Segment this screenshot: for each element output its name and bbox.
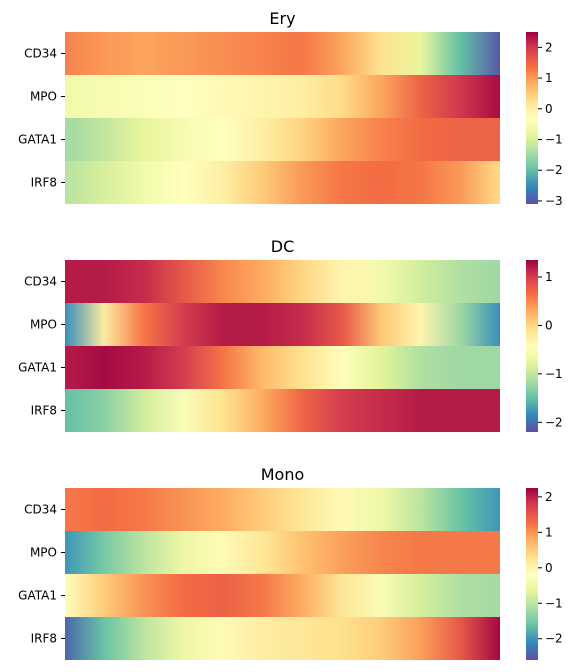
heatmap-panel-ery: Ery CD34 MPO GATA1 IRF8 2 1 0 −1 −2 −3 (18, 9, 563, 208)
colorbar-tick-label: 2 (545, 490, 553, 504)
colorbar-tick-label: −2 (545, 632, 563, 646)
colorbar-tick-label: 0 (545, 318, 553, 332)
row-label: MPO (30, 318, 57, 332)
heatmap-row-gata1 (65, 574, 500, 617)
row-label: IRF8 (31, 404, 57, 418)
heatmap-row-cd34 (65, 32, 500, 75)
colorbar-tick-label: 1 (545, 71, 553, 85)
heatmap-row-cd34 (65, 488, 500, 531)
panel-title: Mono (261, 465, 305, 484)
row-label: CD34 (24, 503, 57, 517)
heatmap-row-mpo (65, 303, 500, 346)
row-label: CD34 (24, 47, 57, 61)
heatmap-row-gata1 (65, 118, 500, 161)
row-label: GATA1 (18, 133, 57, 147)
heatmap-row-cd34 (65, 260, 500, 303)
colorbar-tick-label: −1 (545, 367, 563, 381)
colorbar-tick-label: −2 (545, 163, 563, 177)
colorbar-tick-label: 1 (545, 525, 553, 539)
heatmap-row-irf8 (65, 617, 500, 660)
panel-title: DC (271, 237, 295, 256)
heatmap-row-mpo (65, 531, 500, 574)
heatmap-panel-dc: DC CD34 MPO GATA1 IRF8 1 0 −1 −2 (18, 237, 563, 432)
colorbar-tick-label: −1 (545, 133, 563, 147)
colorbar-tick-label: −1 (545, 596, 563, 610)
colorbar (526, 260, 538, 432)
heatmap-row-irf8 (65, 161, 500, 204)
heatmap-panel-mono: Mono CD34 MPO GATA1 IRF8 2 1 0 −1 −2 (18, 465, 563, 660)
colorbar (526, 488, 538, 660)
heatmap-row-irf8 (65, 389, 500, 432)
colorbar-tick-label: 0 (545, 102, 553, 116)
colorbar-tick-label: −2 (545, 415, 563, 429)
row-label: GATA1 (18, 589, 57, 603)
row-label: IRF8 (31, 632, 57, 646)
row-label: GATA1 (18, 361, 57, 375)
row-label: MPO (30, 546, 57, 560)
row-label: IRF8 (31, 176, 57, 190)
colorbar-tick-label: −3 (545, 194, 563, 208)
row-label: CD34 (24, 275, 57, 289)
heatmap-row-mpo (65, 75, 500, 118)
row-label: MPO (30, 90, 57, 104)
colorbar (526, 32, 538, 204)
heatmap-row-gata1 (65, 346, 500, 389)
colorbar-tick-label: 0 (545, 561, 553, 575)
colorbar-tick-label: 2 (545, 40, 553, 54)
colorbar-tick-label: 1 (545, 270, 553, 284)
panel-title: Ery (269, 9, 295, 28)
